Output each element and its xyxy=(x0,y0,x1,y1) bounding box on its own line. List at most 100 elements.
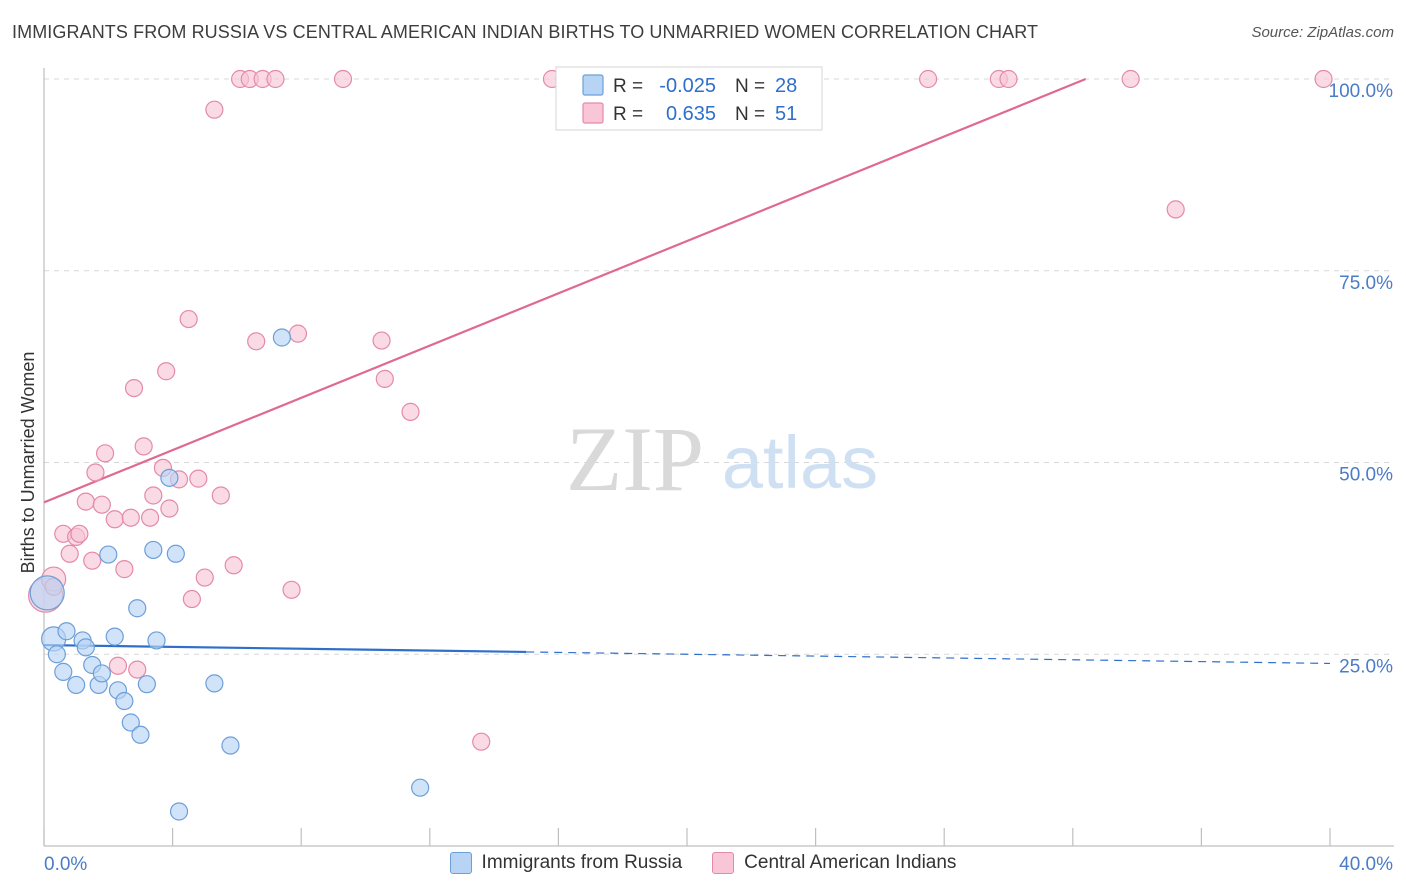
point-cai-38 xyxy=(288,324,308,343)
point-cai-9 xyxy=(86,463,105,482)
point-russia-25 xyxy=(221,736,240,755)
point-cai-31 xyxy=(224,556,243,575)
legend-n-value-1: 51 xyxy=(775,103,797,125)
point-cai-40 xyxy=(372,331,391,350)
legend-n-label-0: N = xyxy=(735,76,765,97)
point-russia-26 xyxy=(272,328,292,347)
y-tick-label-75: 75.0% xyxy=(1339,273,1393,294)
source-credit: Source: ZipAtlas.com xyxy=(1251,24,1394,41)
point-cai-16 xyxy=(124,379,144,398)
point-russia-2 xyxy=(47,645,66,664)
point-russia-5 xyxy=(67,675,86,695)
point-russia-7 xyxy=(76,638,95,657)
trend-line-central-american-indians xyxy=(43,77,1087,504)
point-cai-37 xyxy=(282,580,301,599)
series-legend: Immigrants from Russia Central American … xyxy=(0,852,1406,874)
point-cai-22 xyxy=(157,362,176,381)
point-cai-19 xyxy=(140,508,160,527)
point-cai-8 xyxy=(83,551,102,570)
point-cai-27 xyxy=(189,469,208,488)
legend-swatch-central-american-indians xyxy=(712,852,735,874)
point-cai-47 xyxy=(999,69,1018,89)
grid-layer xyxy=(44,78,1394,655)
y-tick-label-50: 50.0% xyxy=(1339,465,1393,486)
point-cai-18 xyxy=(134,437,153,456)
point-cai-45 xyxy=(919,69,938,89)
legend-item-central-american-indians: Central American Indians xyxy=(712,852,956,874)
point-russia-22 xyxy=(166,544,185,563)
y-axis-label: Births to Unmarried Women xyxy=(18,352,38,574)
legend-r-value-0: -0.025 xyxy=(659,75,716,97)
point-russia-21 xyxy=(160,468,179,487)
legend-r-value-1: 0.635 xyxy=(666,103,716,125)
legend-r-label-1: R = xyxy=(613,104,643,125)
point-cai-50 xyxy=(1314,69,1333,89)
point-cai-6 xyxy=(70,524,89,543)
watermark-atlas: atlas xyxy=(722,421,878,504)
data-points xyxy=(28,69,1333,821)
legend-label-central-american-indians: Central American Indians xyxy=(744,852,957,873)
point-cai-30 xyxy=(211,486,230,505)
point-cai-14 xyxy=(115,560,134,579)
point-russia-3 xyxy=(54,662,73,681)
point-cai-23 xyxy=(160,499,179,518)
point-cai-10 xyxy=(92,495,111,514)
point-russia-16 xyxy=(128,599,147,618)
point-cai-25 xyxy=(179,309,198,329)
point-cai-28 xyxy=(195,568,214,587)
point-russia-17 xyxy=(131,725,150,744)
legend-n-value-0: 28 xyxy=(775,75,797,97)
legend-swatch-russia xyxy=(449,852,472,874)
legend-r-label-0: R = xyxy=(613,76,643,97)
point-cai-49 xyxy=(1166,200,1185,219)
point-russia-19 xyxy=(144,540,163,560)
point-russia-23 xyxy=(169,802,189,821)
point-russia-10 xyxy=(92,664,111,683)
point-cai-41 xyxy=(375,369,394,388)
point-cai-36 xyxy=(266,69,285,89)
point-cai-39 xyxy=(333,69,353,89)
chart-title: IMMIGRANTS FROM RUSSIA VS CENTRAL AMERIC… xyxy=(12,22,1039,42)
point-cai-12 xyxy=(105,510,124,529)
point-russia-12 xyxy=(105,627,124,646)
y-tick-label-100: 100.0% xyxy=(1329,81,1394,102)
point-cai-15 xyxy=(121,508,140,527)
point-russia-4 xyxy=(57,622,76,641)
trend-lines xyxy=(43,77,1331,665)
point-cai-17 xyxy=(128,660,147,679)
point-russia-14 xyxy=(115,691,134,711)
point-cai-43 xyxy=(472,732,491,751)
axes-layer: 25.0% 50.0% 75.0% 100.0% 0.0% 40.0% Births to … xyxy=(18,68,1394,875)
point-cai-48 xyxy=(1121,69,1140,89)
watermark: ZIP atlas xyxy=(566,408,878,510)
x-tick-label-min: 0.0% xyxy=(44,854,87,875)
point-cai-7 xyxy=(76,492,95,511)
legend-box-swatch-0 xyxy=(582,74,604,96)
point-russia-15 xyxy=(121,713,140,732)
point-cai-20 xyxy=(144,486,163,505)
correlation-legend: R = -0.025 N = 28 R = 0.635 N = 51 xyxy=(555,66,823,131)
point-russia-27 xyxy=(411,778,430,797)
trend-line-russia-dashed xyxy=(526,651,1331,665)
x-tick-label-max: 40.0% xyxy=(1339,854,1393,875)
trend-line-russia-solid xyxy=(43,643,527,654)
point-cai-29 xyxy=(205,100,224,119)
point-cai-42 xyxy=(401,402,420,421)
point-russia-11 xyxy=(99,545,118,564)
point-russia-0 xyxy=(29,575,65,611)
legend-item-russia: Immigrants from Russia xyxy=(449,852,683,874)
point-cai-11 xyxy=(95,444,115,463)
point-russia-24 xyxy=(205,674,224,693)
legend-n-label-1: N = xyxy=(735,104,765,125)
point-cai-4 xyxy=(60,544,79,563)
point-russia-18 xyxy=(137,675,156,694)
point-cai-26 xyxy=(182,589,201,609)
point-cai-34 xyxy=(247,332,266,351)
y-tick-label-25: 25.0% xyxy=(1339,656,1393,677)
point-russia-20 xyxy=(147,631,166,650)
legend-label-russia: Immigrants from Russia xyxy=(481,852,683,873)
legend-box-swatch-1 xyxy=(582,102,604,124)
point-cai-13 xyxy=(108,656,128,675)
watermark-zip: ZIP xyxy=(566,408,704,510)
